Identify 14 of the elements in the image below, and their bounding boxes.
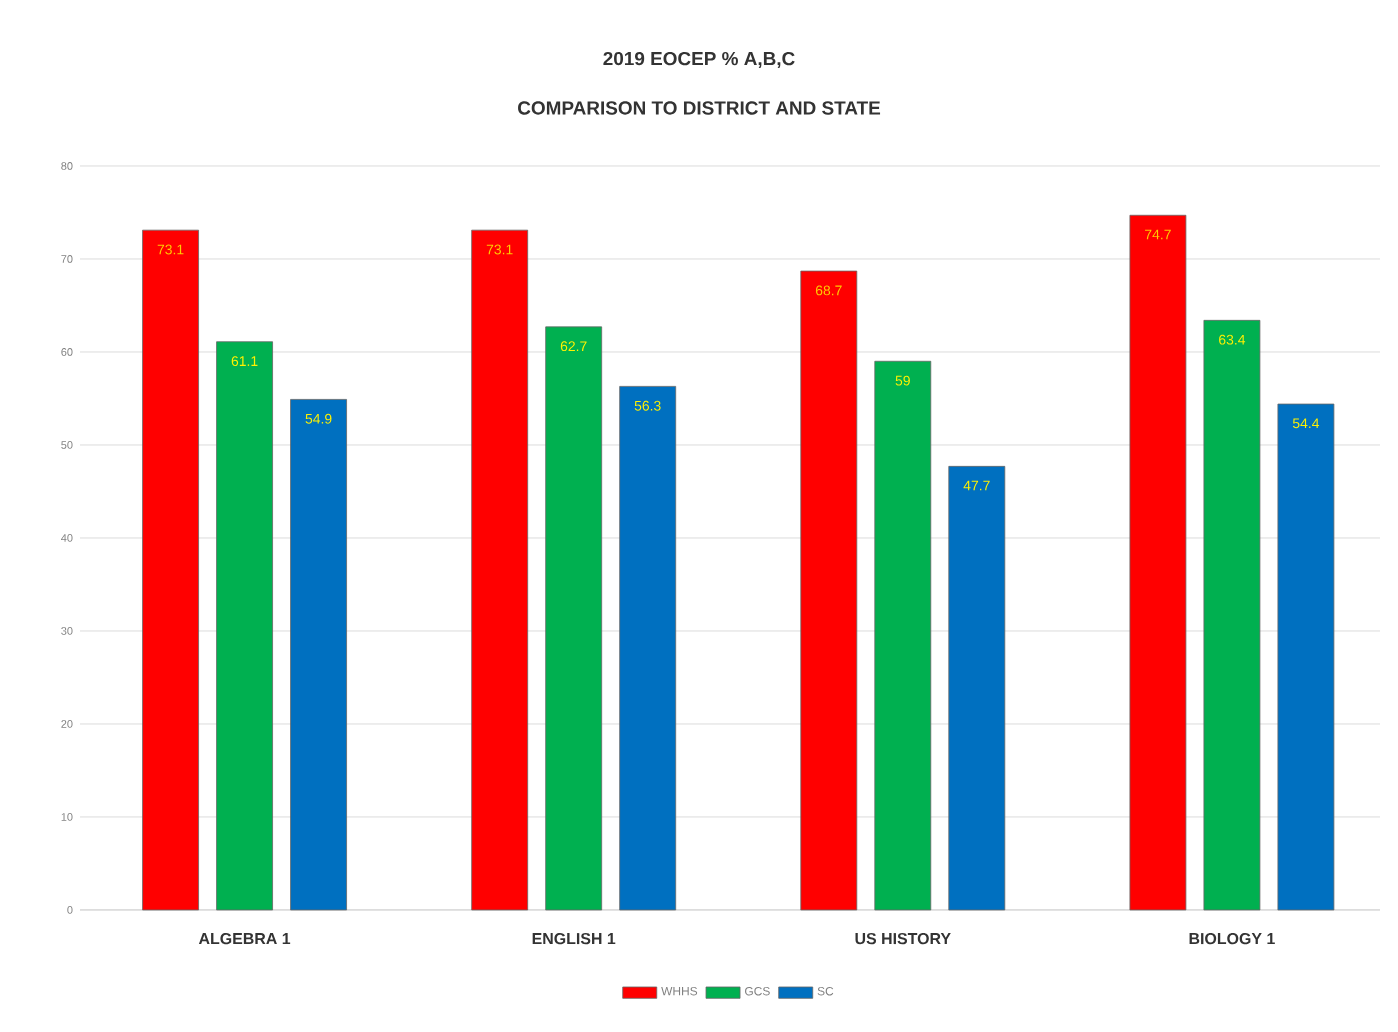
- chart-subtitle: COMPARISON TO DISTRICT AND STATE: [518, 101, 881, 115]
- bar: [216, 341, 273, 911]
- bar: [545, 326, 603, 911]
- bar: [290, 399, 347, 911]
- bar: [142, 229, 199, 911]
- bar: [948, 465, 1006, 911]
- chart-title: 2019 EOCEP % A,B,C: [603, 51, 795, 69]
- bar: [800, 270, 858, 911]
- bar: [1129, 214, 1187, 911]
- bar: [1277, 403, 1335, 911]
- bar: [471, 229, 529, 911]
- bar: [1203, 319, 1261, 911]
- bar: [619, 385, 677, 911]
- bar: [874, 360, 932, 911]
